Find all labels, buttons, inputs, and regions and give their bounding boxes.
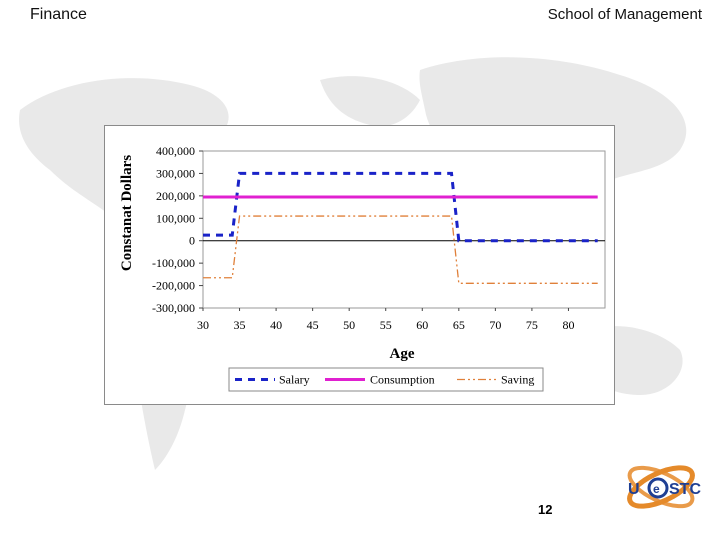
lifecycle-chart: 400,000 300,000 200,000 100,000 0 -100,000 -20… [119, 144, 606, 392]
y-tick-label: 400,000 [156, 144, 195, 158]
x-tick-label: 80 [562, 318, 574, 332]
y-tick-label: 200,000 [156, 189, 195, 203]
x-tick-label: 30 [197, 318, 209, 332]
series-line-salary [203, 171, 598, 243]
x-tick-label: 40 [270, 318, 282, 332]
legend-label-saving: Saving [501, 373, 534, 387]
chart-panel: 400,000 300,000 200,000 100,000 0 -100,000 -20… [104, 125, 615, 405]
y-tick-label: 300,000 [156, 166, 195, 180]
course-title: Finance [30, 6, 87, 23]
x-tick-label: 50 [343, 318, 355, 332]
chart-legend: Salary Consumption Saving [228, 367, 544, 392]
x-tick-label: 75 [526, 318, 538, 332]
plot-area-frame [202, 150, 606, 309]
school-title: School of Management [547, 6, 702, 23]
x-axis-label: Age [390, 346, 415, 362]
y-tick-label: -300,000 [152, 301, 195, 315]
legend-frame [228, 367, 544, 392]
x-tick-label: 35 [234, 318, 246, 332]
svg-text:STC: STC [669, 481, 701, 498]
uestc-logo: U e STC [627, 465, 701, 509]
page-number: 12 [538, 502, 553, 517]
svg-text:U: U [628, 481, 640, 498]
y-axis-label: Constanat Dollars [119, 155, 135, 271]
svg-text:e: e [653, 482, 660, 496]
x-tick-label: 60 [416, 318, 428, 332]
legend-label-consumption: Consumption [370, 373, 435, 387]
x-tick-label: 45 [307, 318, 319, 332]
y-tick-label: -100,000 [152, 256, 195, 270]
y-tick-label: 0 [189, 234, 195, 248]
x-tick-label: 70 [489, 318, 501, 332]
legend-label-salary: Salary [279, 373, 310, 387]
series-line-saving [203, 215, 598, 284]
y-tick-label: 100,000 [156, 211, 195, 225]
x-tick-label: 55 [380, 318, 392, 332]
y-tick-label: -200,000 [152, 279, 195, 293]
x-tick-label: 65 [453, 318, 465, 332]
